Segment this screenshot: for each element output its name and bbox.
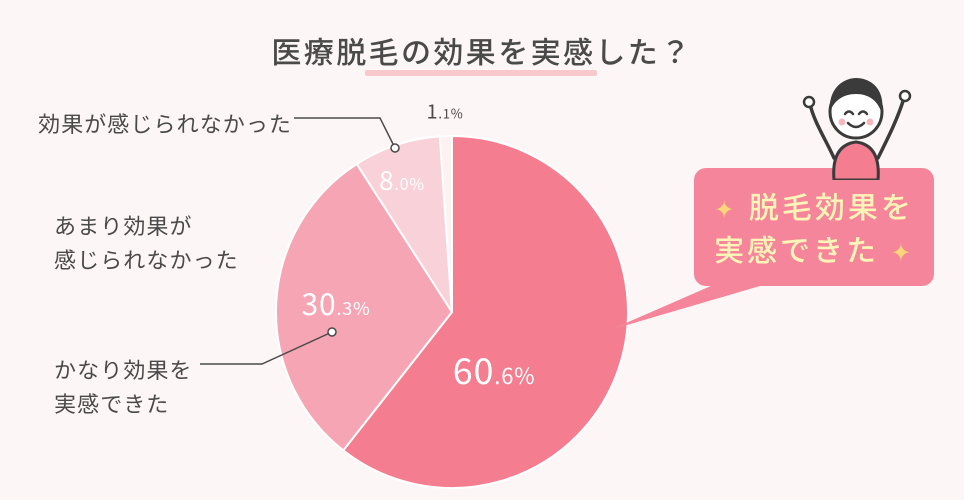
callout-tail-group xyxy=(610,282,760,330)
category-label-felt_some: かなり効果を 実感できた xyxy=(54,352,193,420)
person-icon xyxy=(796,60,916,180)
category-label-not_much: あまり効果が 感じられなかった xyxy=(54,208,239,276)
callout-box: ✦ 脱毛効果を 実感できた ✦ xyxy=(694,168,934,286)
callout-text: ✦ 脱毛効果を 実感できた ✦ xyxy=(714,184,914,271)
category-label-none: 効果が感じられなかった xyxy=(38,106,292,140)
pct-label-felt_some: 30.3% xyxy=(302,279,371,326)
hand-left-icon xyxy=(804,97,814,107)
leader-dot-none xyxy=(391,144,399,152)
pct-label-felt_strong: 60.6% xyxy=(453,342,536,398)
cheek-right-icon xyxy=(867,119,874,126)
callout-tail xyxy=(610,282,760,330)
pct-label-not_much: 8.0% xyxy=(379,160,425,200)
leader-line-none xyxy=(294,118,395,148)
stage: 医療脱毛の効果を実感した？ 60.6%30.3%8.0%1.1% 効果が感じられ… xyxy=(0,0,964,500)
cheek-left-icon xyxy=(839,119,846,126)
shirt-icon xyxy=(834,142,879,180)
sparkle-icon: ✦ xyxy=(891,233,914,268)
leader-dot-felt_some xyxy=(328,328,336,336)
sparkle-icon: ✦ xyxy=(714,190,737,225)
pct-label-none: 1.1% xyxy=(426,95,463,126)
callout-line2: 実感できた xyxy=(714,226,879,270)
callout-line1: 脱毛効果を xyxy=(749,183,914,227)
hand-right-icon xyxy=(900,91,910,101)
